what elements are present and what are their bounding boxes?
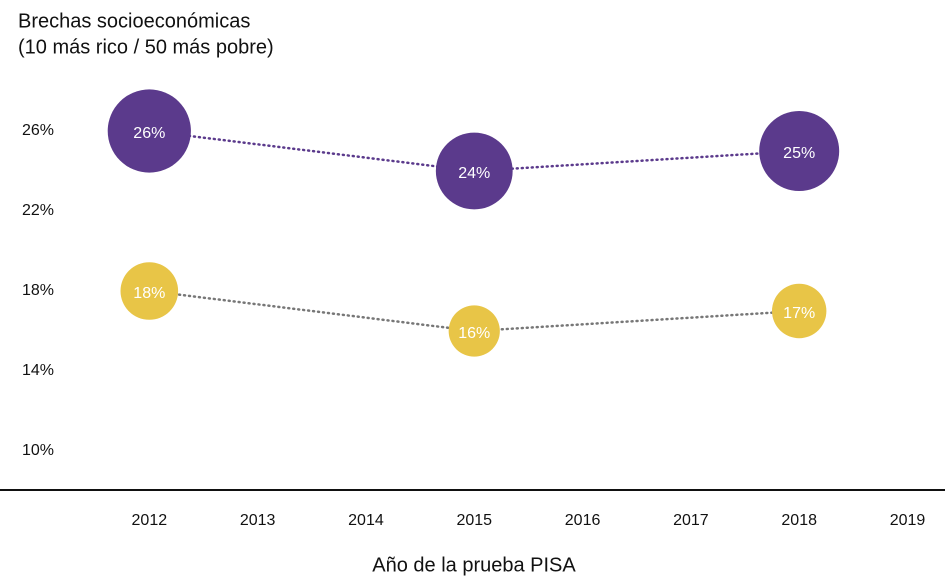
bubble (435, 132, 513, 210)
value-label: 25% (783, 145, 815, 162)
bubble (448, 305, 500, 357)
y-tick-label: 14% (22, 362, 54, 379)
series-line (148, 289, 801, 333)
x-tick-label: 2016 (565, 512, 601, 529)
x-tick-label: 2017 (673, 512, 709, 529)
x-tick-label: 2015 (456, 512, 492, 529)
series-line (148, 129, 801, 173)
x-tick-label: 2013 (240, 512, 276, 529)
value-label: 16% (458, 325, 490, 342)
x-tick-label: 2014 (348, 512, 384, 529)
y-tick-label: 10% (22, 442, 54, 459)
chart-subtitle: (10 más rico / 50 más pobre) (18, 36, 274, 58)
x-tick-label: 2012 (132, 512, 168, 529)
y-tick-label: 22% (22, 202, 54, 219)
chart-title: Brechas socioeconómicas (18, 10, 250, 32)
x-axis-title: Año de la prueba PISA (372, 554, 576, 576)
value-label: 24% (458, 165, 490, 182)
bubble (759, 111, 840, 191)
y-tick-label: 26% (22, 122, 54, 139)
bubble (771, 283, 827, 339)
value-label: 18% (133, 285, 165, 302)
bubble (107, 89, 191, 173)
y-tick-label: 18% (22, 282, 54, 299)
value-label: 26% (133, 125, 165, 142)
x-tick-label: 2019 (890, 512, 926, 529)
x-tick-label: 2018 (781, 512, 817, 529)
value-label: 17% (783, 305, 815, 322)
bubble (120, 262, 179, 320)
